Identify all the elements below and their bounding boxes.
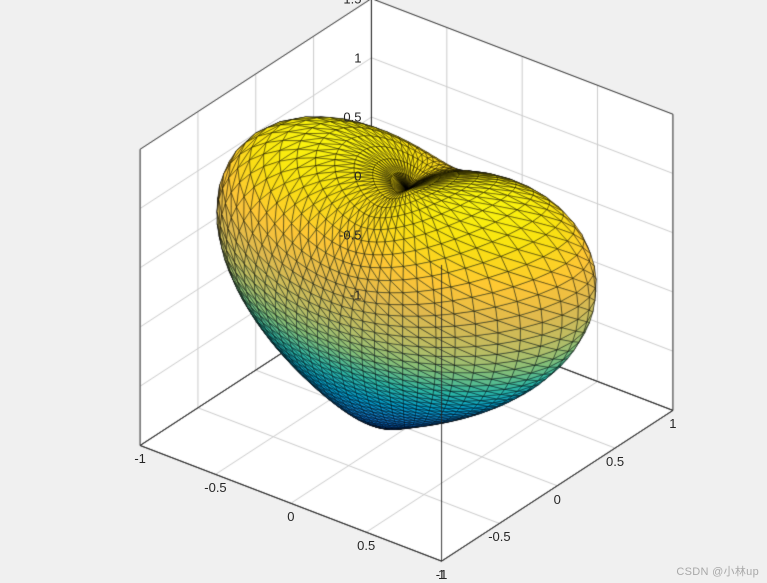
- axes-3d-surface[interactable]: [0, 0, 767, 583]
- figure: -1-0.500.511.5-1-0.500.51-1-0.500.51 CSD…: [0, 0, 767, 583]
